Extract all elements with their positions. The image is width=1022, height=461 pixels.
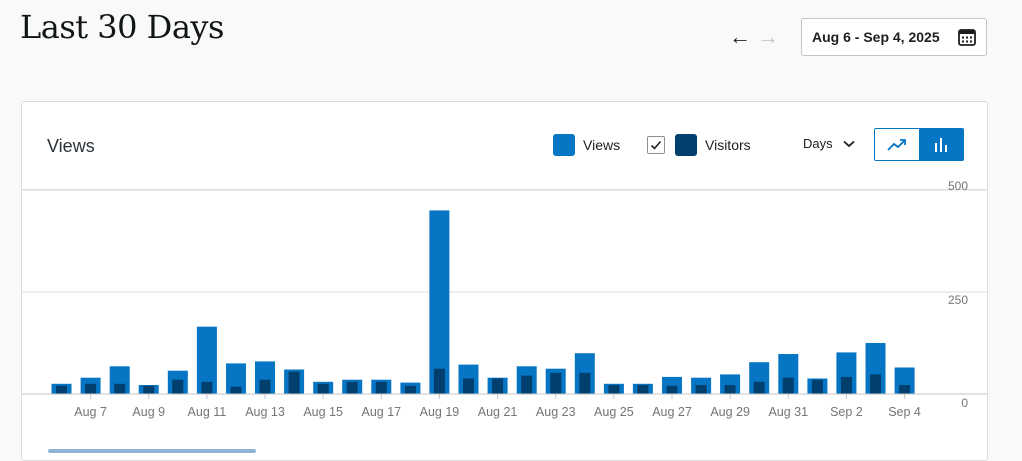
x-tick-label: Sep 2 [830, 405, 863, 419]
visitors-bar[interactable] [143, 385, 155, 394]
page-title: Last 30 Days [20, 8, 224, 46]
visitors-bar[interactable] [288, 371, 300, 394]
x-tick-label: Aug 9 [132, 405, 165, 419]
chart-type-toggle [874, 128, 964, 161]
visitors-checkbox[interactable] [647, 136, 665, 154]
visitors-bar[interactable] [637, 385, 649, 394]
y-tick-label: 0 [961, 396, 968, 410]
x-tick-label: Aug 11 [188, 405, 227, 419]
visitors-bar[interactable] [521, 375, 533, 394]
chevron-down-icon [843, 140, 855, 147]
legend-visitors[interactable]: Visitors [647, 134, 751, 156]
x-tick-label: Aug 19 [420, 405, 460, 419]
views-bar[interactable] [196, 326, 217, 394]
y-tick-label: 500 [948, 179, 968, 193]
visitors-bar[interactable] [346, 381, 358, 394]
views-bar[interactable] [226, 363, 246, 394]
x-tick-label: Aug 21 [478, 405, 518, 419]
x-tick-label: Aug 23 [536, 405, 576, 419]
card-title: Views [47, 136, 95, 156]
bar-chart-icon [935, 137, 947, 152]
calendar-icon [958, 29, 976, 46]
x-tick-label: Aug 13 [245, 405, 285, 419]
views-swatch [553, 134, 575, 156]
visitors-bar[interactable] [695, 385, 707, 394]
visitors-bar[interactable] [259, 379, 271, 394]
visitors-bar[interactable] [201, 381, 213, 394]
line-chart-button[interactable] [875, 129, 919, 160]
visitors-bar[interactable] [375, 381, 387, 394]
card-header: Views Views Visitors Days [22, 102, 987, 190]
x-tick-label: Aug 29 [710, 405, 750, 419]
visitors-bar[interactable] [782, 377, 794, 394]
visitors-bar[interactable] [85, 383, 97, 394]
visitors-bar[interactable] [870, 374, 881, 394]
views-bar-chart: 0 250 500 Aug 7 Aug 9 Aug 11 Aug 13 Aug 15 Aug 1… [22, 179, 987, 419]
visitors-bar[interactable] [433, 368, 445, 394]
legend-views-label: Views [583, 137, 621, 153]
visitors-bar[interactable] [608, 385, 620, 394]
visitors-bar[interactable] [550, 372, 562, 394]
arrow-left-icon[interactable]: ← [729, 24, 751, 49]
views-card: Views Views Visitors Days [21, 101, 988, 461]
legend-visitors-label: Visitors [705, 137, 751, 153]
period-select[interactable]: Days [803, 136, 855, 151]
arrow-right-icon[interactable]: → [757, 24, 779, 49]
visitors-bar[interactable] [811, 379, 823, 394]
x-tick-label: Aug 17 [361, 405, 401, 419]
bar-chart-button[interactable] [919, 129, 963, 160]
x-tick-label: Aug 25 [594, 405, 634, 419]
visitors-bar[interactable] [579, 372, 591, 394]
x-tick-label: Aug 15 [303, 405, 343, 419]
visitors-swatch [675, 134, 697, 156]
views-bar[interactable] [429, 210, 450, 394]
visitors-bar[interactable] [492, 378, 504, 395]
check-icon [650, 140, 662, 150]
visitors-bar[interactable] [230, 386, 242, 394]
visitors-bar[interactable] [666, 385, 678, 394]
visitors-bar[interactable] [317, 383, 329, 394]
date-range-picker[interactable]: Aug 6 - Sep 4, 2025 [801, 18, 987, 56]
visitors-bar[interactable] [56, 385, 67, 394]
legend-views[interactable]: Views [553, 134, 620, 156]
visitors-bar[interactable] [172, 379, 184, 394]
period-select-value: Days [803, 136, 833, 151]
date-range-label: Aug 6 - Sep 4, 2025 [812, 29, 940, 45]
visitors-bar[interactable] [899, 385, 911, 394]
visitors-bar[interactable] [463, 378, 474, 395]
x-tick-label: Aug 27 [652, 405, 692, 419]
visitors-bar[interactable] [753, 381, 765, 394]
trend-line-icon [887, 138, 906, 151]
y-tick-label: 250 [948, 293, 968, 307]
x-tick-label: Aug 7 [74, 405, 107, 419]
visitors-bar[interactable] [724, 385, 736, 394]
x-tick-label: Sep 4 [888, 405, 921, 419]
visitors-bar[interactable] [114, 383, 126, 394]
x-tick-label: Aug 31 [768, 405, 808, 419]
visitors-bar[interactable] [404, 385, 416, 394]
visitors-bar[interactable] [840, 376, 852, 394]
